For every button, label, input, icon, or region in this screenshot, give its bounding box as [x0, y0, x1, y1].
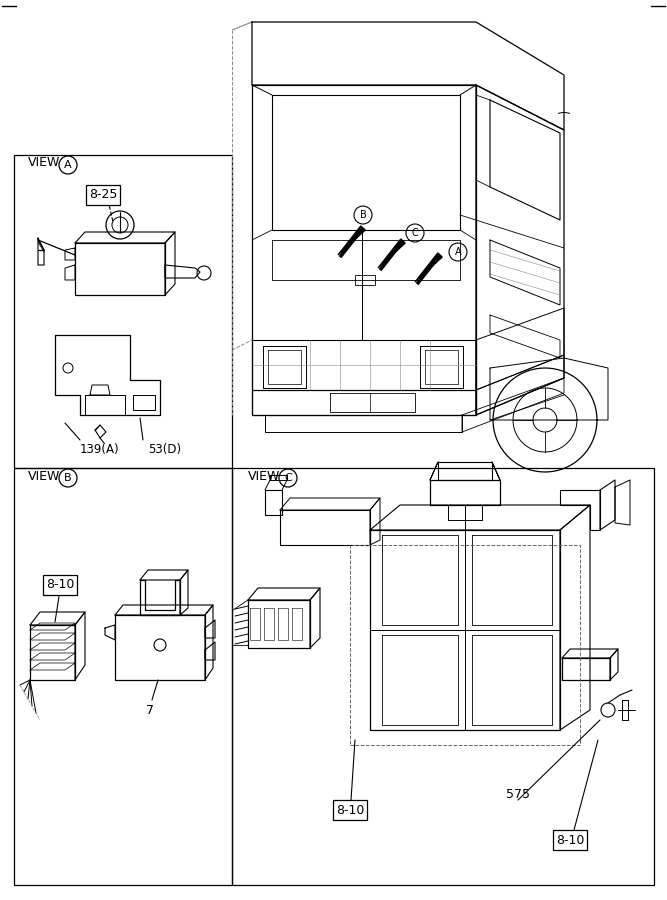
Polygon shape — [415, 253, 442, 282]
Bar — [14, 468, 232, 885]
Text: 8-10: 8-10 — [556, 833, 584, 847]
Text: VIEW: VIEW — [28, 157, 61, 169]
Text: B: B — [64, 473, 72, 483]
Text: VIEW: VIEW — [28, 470, 61, 482]
Text: 8-10: 8-10 — [46, 579, 74, 591]
Text: VIEW: VIEW — [248, 470, 280, 482]
Text: A: A — [64, 160, 72, 170]
Text: 8-10: 8-10 — [336, 804, 364, 816]
Polygon shape — [378, 239, 405, 268]
Text: B: B — [360, 210, 366, 220]
Text: C: C — [412, 228, 418, 238]
Bar — [355, 275, 375, 285]
Text: C: C — [284, 473, 292, 483]
Bar — [350, 545, 580, 745]
Text: 139(A): 139(A) — [80, 444, 119, 456]
Text: A: A — [455, 247, 462, 257]
Text: 53(D): 53(D) — [148, 444, 181, 456]
Polygon shape — [338, 226, 366, 255]
Bar — [14, 155, 232, 468]
Bar — [232, 468, 654, 885]
Text: 7: 7 — [146, 704, 154, 716]
Text: 8-25: 8-25 — [89, 188, 117, 202]
Text: 575: 575 — [506, 788, 530, 802]
